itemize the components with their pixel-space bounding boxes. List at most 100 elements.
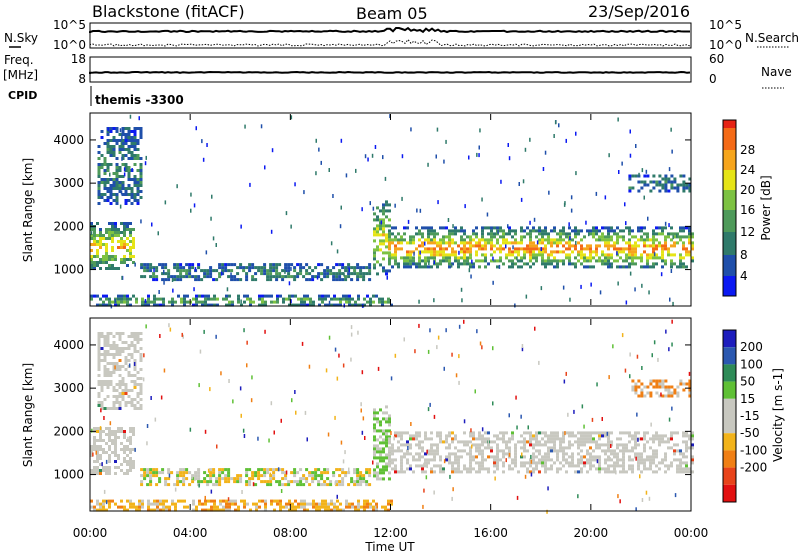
colorbar-tick-label: 20 (740, 183, 755, 197)
heatmap-cell (664, 455, 667, 459)
heatmap-cell (425, 475, 428, 480)
heatmap-cell (342, 363, 345, 368)
heatmap-cell (416, 208, 418, 213)
heatmap-cell (123, 472, 126, 475)
heatmap-cell (288, 297, 291, 301)
heatmap-cell (269, 266, 273, 270)
heatmap-cell (152, 468, 156, 472)
heatmap-cell (508, 241, 511, 245)
heatmap-cell (515, 395, 517, 400)
heatmap-cell (397, 247, 400, 251)
heatmap-cell (586, 434, 589, 438)
heatmap-cell (484, 241, 487, 245)
heatmap-cell (284, 266, 288, 270)
heatmap-cell (538, 238, 541, 242)
heatmap-cell (685, 464, 688, 468)
heatmap-cell (297, 505, 300, 509)
heatmap-cell (691, 241, 694, 245)
heatmap-cell (563, 379, 566, 384)
heatmap-cell (403, 232, 406, 236)
heatmap-cell (351, 502, 354, 506)
heatmap-cell (382, 218, 385, 222)
heatmap-cell (179, 266, 183, 270)
heatmap-cell (610, 449, 613, 453)
heatmap-cell (114, 448, 117, 451)
heatmap-cell (619, 464, 622, 468)
heatmap-cell (107, 127, 109, 132)
heatmap-cell (243, 300, 246, 304)
heatmap-cell (544, 226, 547, 230)
heatmap-cell (254, 483, 258, 487)
heatmap-cell (670, 391, 674, 395)
heatmap-cell (652, 455, 655, 459)
heatmap-cell (118, 401, 122, 404)
heatmap-cell (409, 464, 412, 468)
heatmap-cell (637, 226, 640, 230)
heatmap-cell (403, 259, 406, 263)
heatmap-cell (598, 259, 601, 263)
heatmap-cell (492, 401, 494, 406)
heatmap-cell (532, 244, 535, 248)
heatmap-cell (505, 431, 508, 435)
heatmap-cell (649, 189, 653, 193)
heatmap-cell (577, 253, 580, 257)
heatmap-cell (123, 258, 126, 261)
heatmap-cell (625, 449, 628, 453)
heatmap-cell (586, 437, 589, 441)
heatmap-cell (164, 272, 168, 276)
heatmap-cell (604, 241, 607, 245)
heatmap-cell (102, 505, 105, 509)
heatmap-cell (96, 303, 99, 307)
heatmap-cell (472, 232, 475, 236)
heatmap-cell (332, 471, 336, 475)
heatmap-cell (90, 237, 93, 240)
heatmap-cell (333, 294, 336, 298)
heatmap-cell (619, 229, 622, 233)
heatmap-cell (502, 262, 505, 266)
heatmap-cell (114, 451, 117, 454)
heatmap-cell (218, 474, 222, 478)
heatmap-cell (499, 256, 502, 260)
heatmap-cell (379, 209, 382, 213)
heatmap-cell (384, 300, 387, 304)
heatmap-cell (475, 253, 478, 257)
heatmap-cell (293, 266, 297, 270)
heatmap-cell (115, 344, 119, 347)
heatmap-cell (451, 241, 454, 245)
heatmap-cell (629, 129, 631, 134)
y-tick-label: 2000 (53, 219, 84, 233)
heatmap-cell (115, 401, 119, 404)
heatmap-cell (685, 446, 688, 450)
heatmap-cell (242, 269, 246, 273)
heatmap-cell (379, 233, 382, 237)
heatmap-cell (664, 183, 668, 187)
heatmap-cell (103, 181, 107, 184)
heatmap-cell (682, 235, 685, 239)
heatmap-cell (227, 477, 231, 481)
heatmap-cell (185, 468, 189, 472)
heatmap-cell (688, 189, 692, 193)
heatmap-cell (103, 142, 107, 145)
heatmap-cell (141, 505, 144, 509)
heatmap-cell (526, 449, 529, 453)
heatmap-cell (517, 241, 520, 245)
heatmap-cell (634, 388, 638, 392)
freq-tick-bottom: 8 (78, 72, 86, 86)
heatmap-cell (640, 394, 644, 398)
heatmap-cell (299, 263, 303, 267)
heatmap-cell (565, 232, 568, 236)
heatmap-cell (652, 379, 656, 383)
heatmap-cell (472, 443, 475, 447)
heatmap-cell (454, 250, 457, 254)
heatmap-cell (388, 464, 391, 468)
heatmap-cell (236, 278, 240, 282)
heatmap-cell (544, 464, 547, 468)
heatmap-cell (117, 231, 120, 234)
freq-tick-top: 18 (71, 52, 86, 66)
heatmap-cell (97, 163, 101, 166)
heatmap-cell (356, 263, 360, 267)
heatmap-cell (688, 391, 692, 395)
heatmap-cell (661, 434, 664, 438)
heatmap-cell (607, 437, 610, 441)
heatmap-cell (121, 398, 125, 401)
